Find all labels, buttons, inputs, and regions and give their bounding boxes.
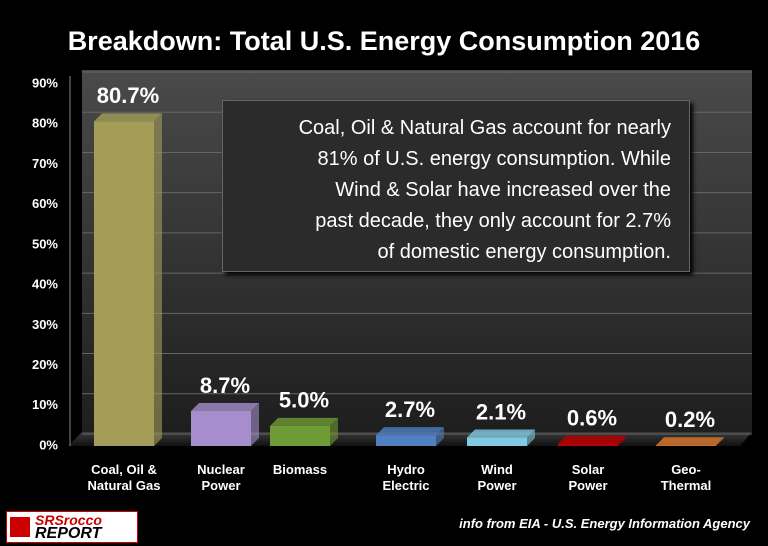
bar-top: [558, 435, 626, 444]
bar-top: [376, 427, 444, 436]
x-tick-label: Wind Power: [477, 462, 517, 493]
chart-title: Breakdown: Total U.S. Energy Consumption…: [68, 26, 701, 56]
bar-top: [94, 113, 162, 122]
value-label: 8.7%: [200, 373, 250, 398]
value-label: 5.0%: [279, 388, 329, 413]
x-tick-label: Nuclear Power: [197, 462, 245, 493]
x-tick-label: Biomass: [272, 462, 328, 477]
bar-side: [618, 435, 626, 446]
y-tick-label: 50%: [32, 236, 58, 251]
y-tick-label: 20%: [32, 357, 58, 372]
logo-text: REPORT: [35, 525, 102, 542]
bar-side: [716, 437, 724, 446]
bar-side: [330, 417, 338, 446]
bar: [376, 435, 436, 446]
y-tick-label: 60%: [32, 196, 58, 211]
value-label: 0.6%: [567, 405, 617, 430]
source: info from EIA - U.S. Energy Information …: [459, 516, 750, 531]
x-tick-label: Hydro Electric: [382, 462, 430, 493]
y-tick-label: 70%: [32, 156, 58, 171]
bar-side: [436, 427, 444, 446]
bar-side: [527, 429, 535, 446]
x-tick-label: Coal, Oil & Natural Gas: [87, 462, 161, 493]
bar-side: [251, 403, 259, 446]
x-tick-label: Solar Power: [568, 462, 608, 493]
value-label: 2.1%: [476, 399, 526, 424]
bar: [467, 437, 527, 446]
bar: [270, 425, 330, 446]
y-tick-label: 40%: [32, 277, 58, 292]
logo-text: SRSrocco: [35, 512, 102, 528]
bar-top: [656, 437, 724, 446]
value-label: 2.7%: [385, 397, 435, 422]
y-tick-label: 10%: [32, 397, 58, 412]
value-label: 80.7%: [97, 83, 159, 108]
bar: [656, 445, 716, 446]
bar: [191, 411, 251, 446]
bar-top: [191, 403, 259, 412]
y-tick-label: 0%: [39, 437, 58, 452]
y-tick-label: 90%: [32, 75, 58, 90]
bar-top: [467, 429, 535, 438]
y-tick-label: 30%: [32, 317, 58, 332]
logo: SRSrocco REPORT: [6, 511, 138, 543]
logo-icon: [10, 517, 30, 537]
x-tick-label: Geo- Thermal: [660, 462, 712, 493]
bar: [94, 121, 154, 446]
bar-top: [270, 417, 338, 426]
y-tick-label: 80%: [32, 116, 58, 131]
bar: [558, 443, 618, 446]
bar-side: [154, 113, 162, 446]
value-label: 0.2%: [665, 407, 715, 432]
annotation: Coal, Oil & Natural Gas account for near…: [222, 100, 690, 272]
